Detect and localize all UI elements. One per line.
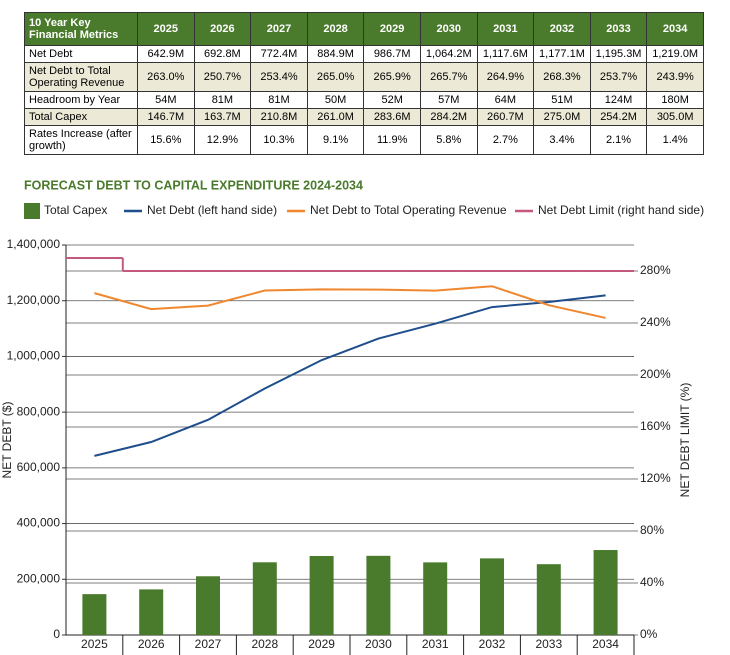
y2-tick-label: 40% <box>640 575 664 589</box>
chart-title: FORECAST DEBT TO CAPITAL EXPENDITURE 202… <box>24 178 363 192</box>
table-cell: 180M <box>646 91 704 109</box>
bar <box>423 562 448 635</box>
bar <box>309 555 334 635</box>
x-tick-label: 2027 <box>195 637 222 651</box>
table-cell: 1,219.0M <box>646 45 704 63</box>
table-cell: 9.1% <box>306 125 365 155</box>
line <box>94 285 606 319</box>
y-tick-label: 0 <box>53 627 60 641</box>
table-row: Headroom by Year 54M 81M 81M 50M 52M 57M 64M 51M… <box>24 91 704 109</box>
table-cell: Headroom by Year <box>24 91 138 109</box>
table-cell: 3.4% <box>533 125 591 155</box>
table-row: 10 Year Key Financial Metrics 2025 2026 202… <box>24 12 704 46</box>
table-cell: 54M <box>137 91 195 109</box>
table-cell: 12.9% <box>193 125 252 155</box>
legend-swatch <box>24 203 40 219</box>
y-tick-label: 1,000,000 <box>7 349 61 363</box>
table-cell: 11.9% <box>363 125 421 155</box>
y-tick-label: 400,000 <box>17 516 61 530</box>
bar <box>82 594 107 635</box>
table-cell: 253.7% <box>589 62 648 92</box>
table-cell: 772.4M <box>250 45 308 63</box>
table-cell: 265.0% <box>306 62 365 92</box>
table-row: Rates Increase (after growth) 15.6% 12.9% 1… <box>24 125 704 155</box>
table-row: Total Capex 146.7M 163.7M 210.8M 261.0M 283.6… <box>24 108 704 126</box>
table-cell: 10.3% <box>250 125 308 155</box>
line <box>94 294 606 457</box>
x-tick-label: 2028 <box>251 637 278 651</box>
table-cell: 2.7% <box>476 125 535 155</box>
table-cell: 2030 <box>419 12 478 46</box>
y-tick-label: 600,000 <box>17 460 61 474</box>
table-cell: 5.8% <box>419 125 478 155</box>
table-cell: 253.4% <box>250 62 308 92</box>
table-cell: 2034 <box>646 12 704 46</box>
y-tick-label: 1,400,000 <box>7 237 61 251</box>
table-cell: 81M <box>193 91 252 109</box>
x-tick-label: 2032 <box>479 637 506 651</box>
y2-tick-label: 80% <box>640 523 664 537</box>
y-tick-label: 1,200,000 <box>7 293 61 307</box>
table-cell: 2033 <box>589 12 648 46</box>
bar <box>252 562 277 635</box>
table-cell: 2032 <box>533 12 591 46</box>
table-cell: Net Debt to Total Operating Revenue <box>24 62 138 92</box>
y2-axis-label: NET DEBT LIMIT (%) <box>678 383 692 498</box>
bar <box>139 589 164 635</box>
y-axis-label: NET DEBT ($) <box>0 402 14 479</box>
table-cell: 2.1% <box>589 125 648 155</box>
table-cell: 284.2M <box>419 108 478 126</box>
table-cell: 10 Year Key Financial Metrics <box>24 12 138 46</box>
x-tick-label: 2034 <box>592 637 619 651</box>
x-tick-label: 2025 <box>81 637 108 651</box>
table-cell: 305.0M <box>646 108 704 126</box>
x-tick-label: 2033 <box>535 637 562 651</box>
bar <box>480 558 504 635</box>
table-cell: 275.0M <box>533 108 591 126</box>
table-cell: 283.6M <box>363 108 421 126</box>
x-tick-label: 2031 <box>422 637 449 651</box>
y2-tick-label: 200% <box>640 367 671 381</box>
y-tick-label: 200,000 <box>17 571 61 585</box>
x-tick-label: 2026 <box>138 637 165 651</box>
table-cell: 243.9% <box>646 62 704 92</box>
table-cell: 265.7% <box>419 62 478 92</box>
table-cell: 260.7M <box>476 108 535 126</box>
y2-tick-label: 160% <box>640 419 671 433</box>
table-cell: Rates Increase (after growth) <box>24 125 138 155</box>
table-cell: 254.2M <box>589 108 648 126</box>
table-cell: 2026 <box>193 12 252 46</box>
y2-tick-label: 280% <box>640 263 671 277</box>
table-row: Net Debt 642.9M 692.8M 772.4M 884.9M 986.7M 1,… <box>24 45 704 63</box>
x-tick-label: 2029 <box>308 637 335 651</box>
table-cell: 2025 <box>137 12 195 46</box>
y2-tick-label: 0% <box>640 627 658 641</box>
table-cell: 1.4% <box>646 125 704 155</box>
table-cell: 2027 <box>250 12 308 46</box>
table-cell: 64M <box>476 91 535 109</box>
x-tick-label: 2030 <box>365 637 392 651</box>
bar <box>196 576 220 635</box>
legend-label: Net Debt Limit (right hand side) <box>538 203 704 217</box>
bar <box>593 550 618 635</box>
y-tick-label: 800,000 <box>17 404 61 418</box>
legend-label: Net Debt to Total Operating Revenue <box>310 203 507 217</box>
table-cell: Total Capex <box>24 108 138 126</box>
legend-label: Total Capex <box>44 203 107 217</box>
table-cell: 2028 <box>306 12 365 46</box>
table-cell: 268.3% <box>533 62 591 92</box>
table-cell: 263.0% <box>137 62 195 92</box>
legend-label: Net Debt (left hand side) <box>147 203 277 217</box>
y2-tick-label: 120% <box>640 471 671 485</box>
bar <box>366 555 391 635</box>
metrics-table: 10 Year Key Financial Metrics 2025 2026 202… <box>24 12 704 155</box>
bar <box>536 564 561 635</box>
y2-tick-label: 240% <box>640 315 671 329</box>
